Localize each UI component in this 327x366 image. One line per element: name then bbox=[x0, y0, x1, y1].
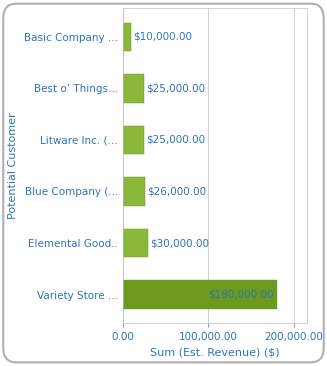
Text: $25,000.00: $25,000.00 bbox=[146, 135, 205, 145]
Bar bbox=[123, 177, 145, 206]
Bar bbox=[123, 229, 148, 257]
Text: $180,000.00: $180,000.00 bbox=[208, 290, 273, 300]
Bar bbox=[123, 74, 144, 102]
Text: $25,000.00: $25,000.00 bbox=[146, 83, 205, 93]
Text: $30,000.00: $30,000.00 bbox=[151, 238, 210, 248]
Bar bbox=[123, 23, 131, 51]
Text: $10,000.00: $10,000.00 bbox=[133, 32, 193, 42]
Bar bbox=[123, 280, 277, 309]
Bar bbox=[123, 126, 144, 154]
Y-axis label: Potential Customer: Potential Customer bbox=[8, 112, 18, 219]
Text: $26,000.00: $26,000.00 bbox=[147, 187, 206, 197]
X-axis label: Sum (Est. Revenue) ($): Sum (Est. Revenue) ($) bbox=[150, 348, 280, 358]
